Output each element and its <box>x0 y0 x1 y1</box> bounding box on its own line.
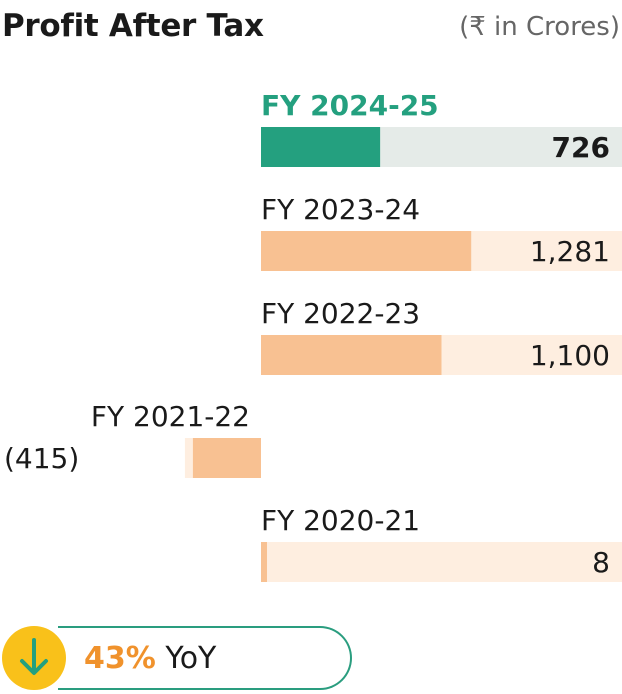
bar-fy-2021-22 <box>192 438 261 478</box>
yoy-badge <box>58 626 352 690</box>
category-label-fy-2020-21: FY 2020-21 <box>261 504 420 537</box>
yoy-text: 43% YoY <box>84 641 216 676</box>
unit-label: (₹ in Crores) <box>459 12 620 42</box>
value-label-fy-2023-24: 1,281 <box>530 235 610 268</box>
category-label-fy-2021-22: FY 2021-22 <box>91 400 250 433</box>
pat-bar-chart: 726 FY 2024-25 1,281 FY 2023-24 1,100 FY 2022… <box>4 89 622 582</box>
bar-track-fy-2020-21 <box>261 542 622 582</box>
yoy-label: YoY <box>165 641 217 676</box>
arrow-down-icon <box>20 638 48 675</box>
value-label-fy-2022-23: 1,100 <box>530 339 610 372</box>
bar-fy-2020-21 <box>261 542 267 582</box>
yoy-percent: 43% <box>84 641 156 676</box>
bar-fy-2022-23 <box>261 335 442 375</box>
value-label-fy-2021-22: (415) <box>4 442 79 475</box>
bar-fy-2024-25 <box>261 127 381 167</box>
value-label-fy-2024-25: 726 <box>552 131 610 164</box>
category-label-fy-2023-24: FY 2023-24 <box>261 193 420 226</box>
category-label-fy-2024-25: FY 2024-25 <box>261 89 439 122</box>
bar-fy-2023-24 <box>261 231 472 271</box>
category-label-fy-2022-23: FY 2022-23 <box>261 297 420 330</box>
chart-title: Profit After Tax <box>2 8 264 44</box>
yoy-circle <box>2 626 66 690</box>
value-label-fy-2020-21: 8 <box>592 546 610 579</box>
